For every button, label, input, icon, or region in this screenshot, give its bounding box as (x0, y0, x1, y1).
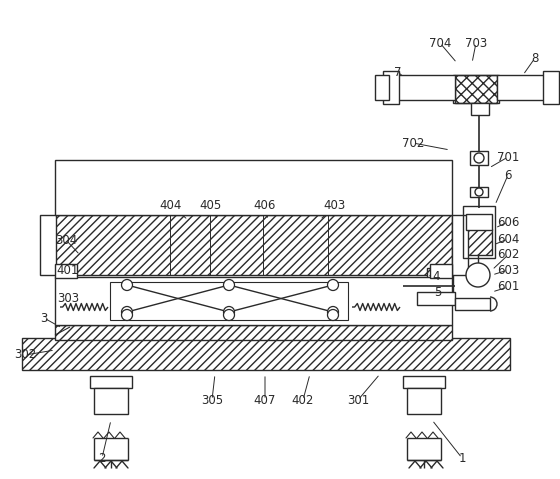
Bar (55, 325, 452, 340)
Circle shape (223, 280, 235, 290)
Bar (94, 388, 128, 414)
Text: 703: 703 (465, 36, 487, 49)
Bar (543, 71, 559, 104)
Bar (60, 282, 110, 320)
Bar (407, 388, 441, 414)
Bar (470, 187, 488, 197)
Circle shape (223, 307, 235, 318)
Bar (427, 268, 453, 292)
Text: 5: 5 (435, 286, 442, 299)
Bar (375, 75, 389, 100)
Bar (497, 75, 549, 100)
Text: 603: 603 (497, 263, 519, 276)
Bar (55, 277, 452, 325)
Circle shape (122, 280, 133, 290)
Text: 304: 304 (55, 233, 77, 247)
Bar (90, 376, 132, 388)
Bar (40, 215, 56, 275)
Bar (55, 264, 77, 278)
Bar (430, 264, 452, 278)
Circle shape (474, 153, 484, 163)
Text: 7: 7 (394, 66, 402, 79)
Text: 4: 4 (432, 271, 440, 284)
Bar (466, 214, 492, 230)
Bar (455, 75, 497, 103)
Bar (22, 338, 510, 370)
Text: 402: 402 (292, 394, 314, 407)
Text: 406: 406 (254, 198, 276, 212)
Text: 403: 403 (324, 198, 346, 212)
Bar (471, 103, 489, 115)
Bar (55, 160, 452, 215)
Circle shape (328, 309, 338, 320)
Bar (466, 229, 492, 255)
Bar (470, 151, 488, 165)
Circle shape (122, 307, 133, 318)
Text: 301: 301 (347, 394, 369, 407)
Text: 8: 8 (531, 52, 539, 65)
Bar (383, 71, 399, 104)
Text: 1: 1 (458, 452, 466, 465)
Bar (403, 376, 445, 388)
Text: 704: 704 (429, 36, 451, 49)
Text: 2: 2 (98, 452, 106, 465)
Bar (453, 75, 499, 103)
Text: 401: 401 (57, 263, 79, 276)
Text: 606: 606 (497, 216, 519, 228)
Text: 405: 405 (199, 198, 221, 212)
Text: 702: 702 (402, 137, 424, 149)
Bar (395, 75, 455, 100)
Text: 604: 604 (497, 232, 519, 246)
Bar (110, 282, 348, 320)
Text: 6: 6 (504, 169, 512, 182)
Circle shape (475, 188, 483, 196)
Circle shape (328, 280, 338, 290)
Text: 602: 602 (497, 249, 519, 262)
Text: 305: 305 (201, 394, 223, 407)
Bar (55, 215, 452, 275)
Bar (463, 206, 495, 258)
Text: 302: 302 (14, 349, 36, 362)
Bar (348, 282, 403, 320)
Circle shape (466, 263, 490, 287)
Circle shape (223, 309, 235, 320)
Bar (417, 292, 455, 305)
Text: 601: 601 (497, 281, 519, 294)
Bar (452, 215, 468, 275)
Text: 303: 303 (57, 292, 79, 305)
Circle shape (122, 309, 133, 320)
Text: 407: 407 (254, 394, 276, 407)
Bar (455, 298, 490, 310)
Text: 701: 701 (497, 150, 519, 163)
Text: 3: 3 (40, 311, 48, 324)
Text: 404: 404 (160, 198, 182, 212)
Circle shape (328, 307, 338, 318)
